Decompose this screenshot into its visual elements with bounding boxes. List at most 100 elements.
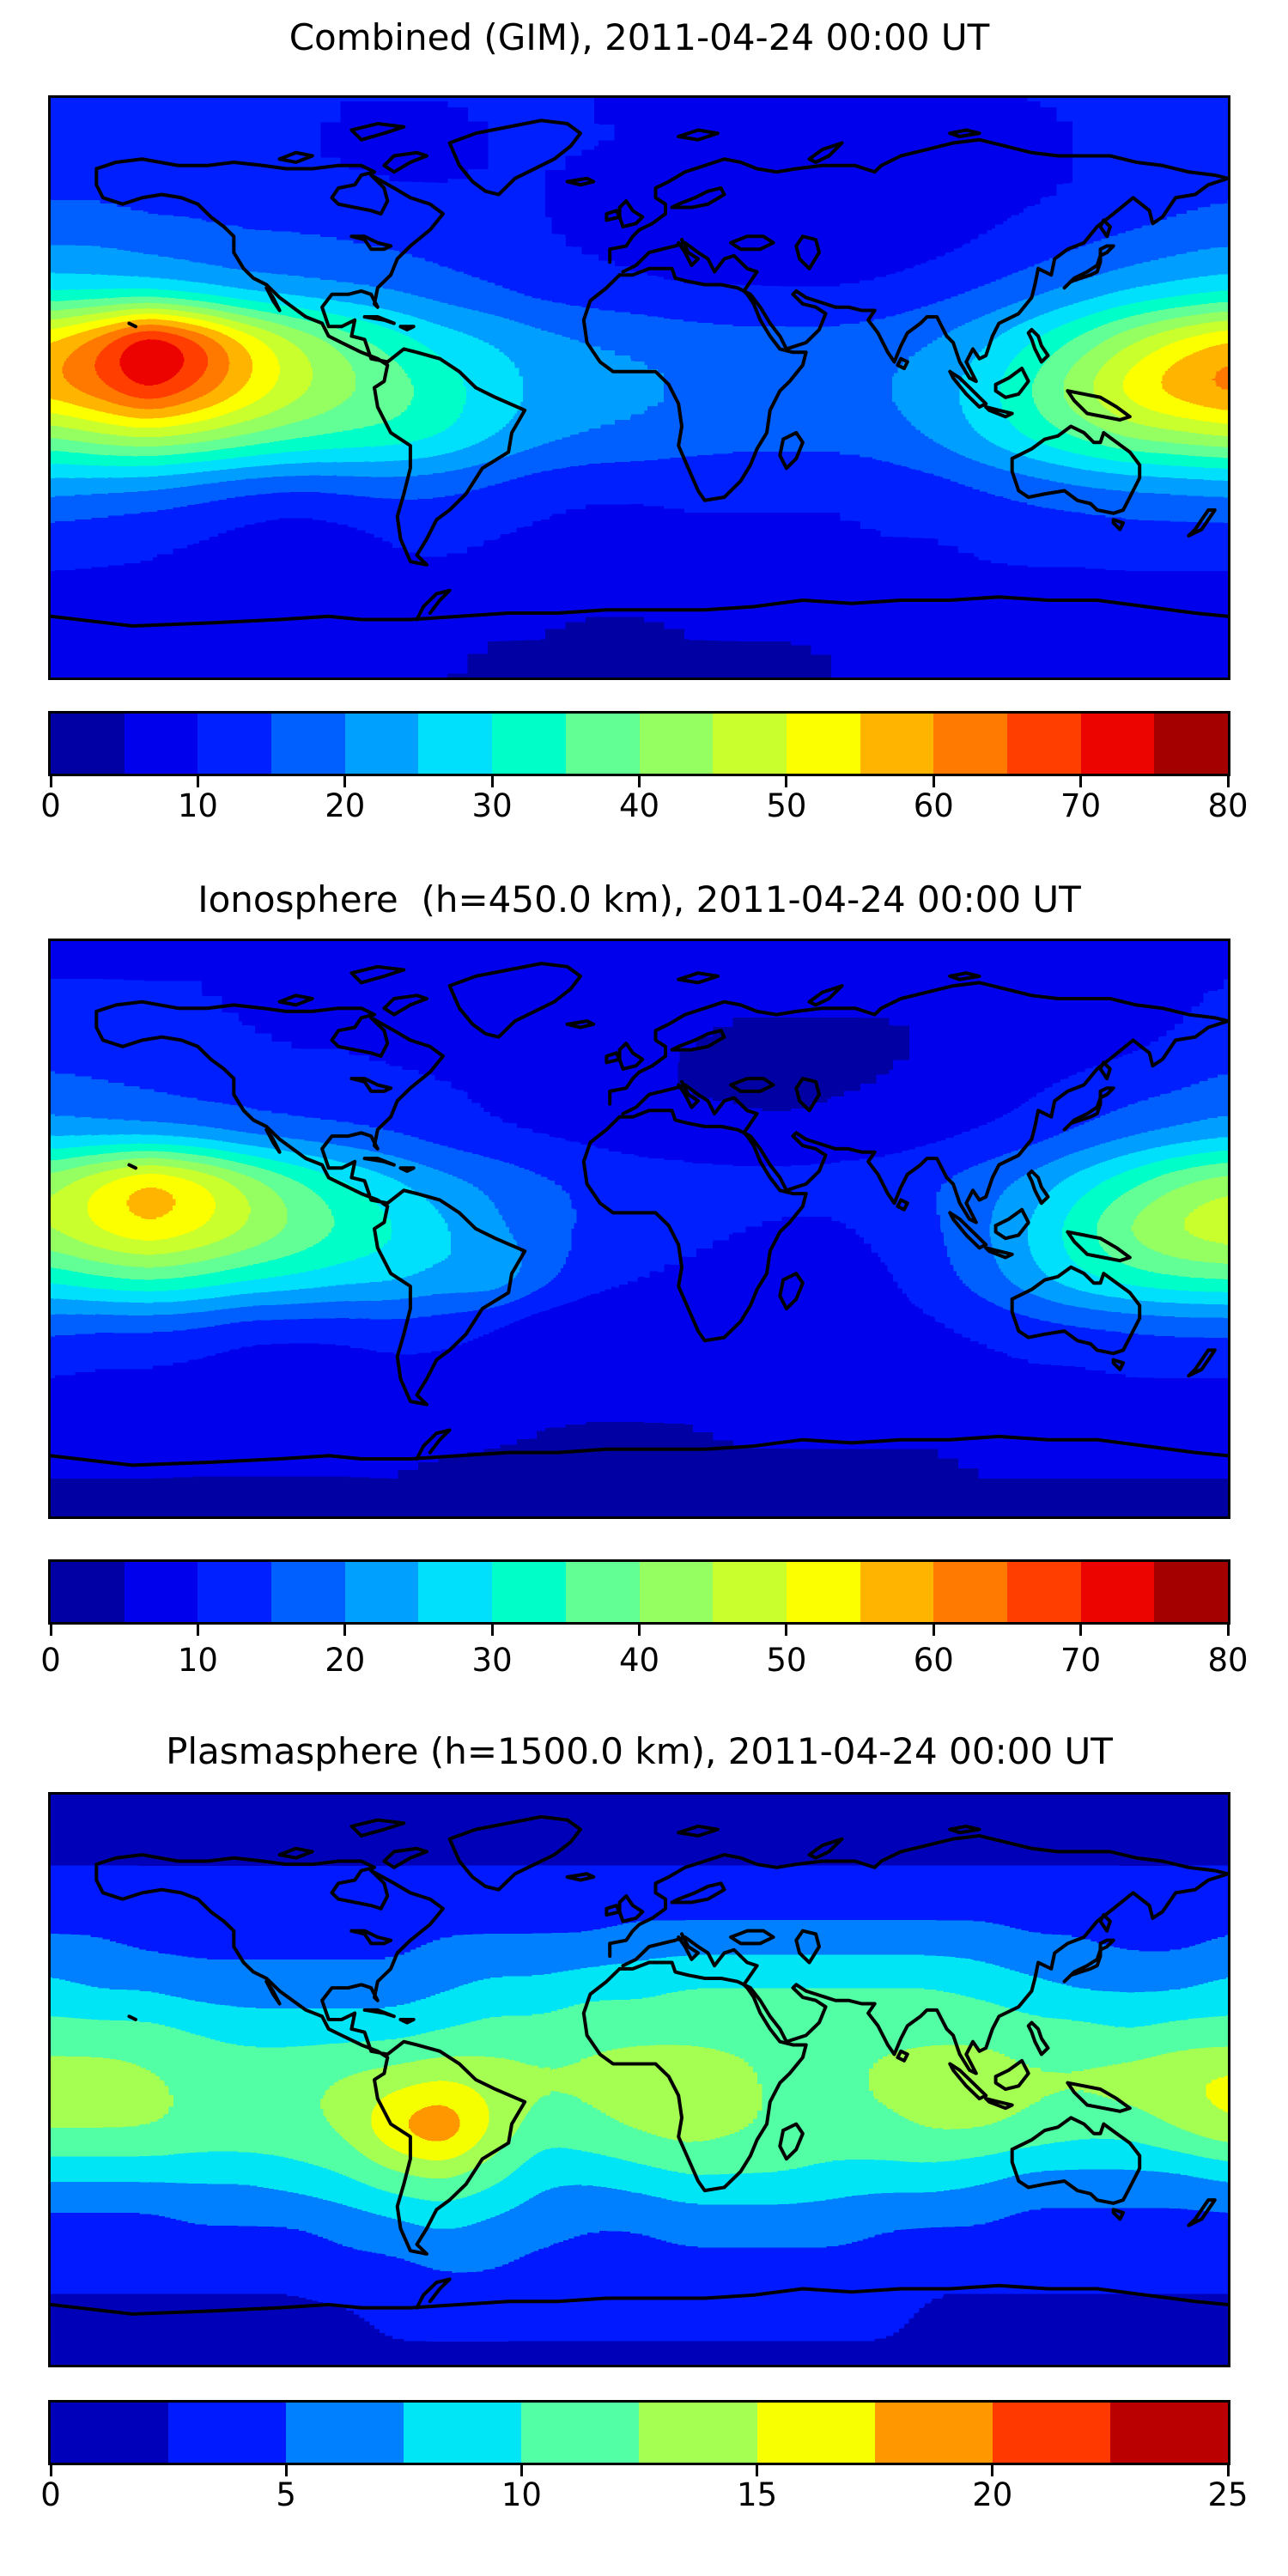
- colorbar-tick: [49, 1625, 52, 1636]
- colorbar-tick: [932, 776, 935, 787]
- colorbar-segment: [933, 1562, 1007, 1622]
- colorbar-segment: [786, 1562, 860, 1622]
- tec-field: [51, 98, 1228, 677]
- colorbar-tick: [196, 1625, 199, 1636]
- colorbar-combined: [48, 711, 1230, 776]
- colorbar-segment: [860, 714, 934, 774]
- map-canvas-combined: [51, 98, 1228, 677]
- colorbar-labels-ionosphere: 0 10 20 30 40 50 60 70 80: [40, 1642, 1248, 1679]
- colorbar-segment: [860, 1562, 934, 1622]
- colorbar-tick-label: 20: [325, 787, 366, 824]
- tec-field: [51, 941, 1228, 1516]
- colorbar-tick-label: 10: [501, 2476, 542, 2513]
- panel-title-plasmasphere: Plasmasphere (h=1500.0 km), 2011-04-24 0…: [166, 1730, 1113, 1772]
- panel-title-ionosphere: Ionosphere (h=450.0 km), 2011-04-24 00:0…: [197, 878, 1081, 920]
- tec-field: [51, 1795, 1228, 2365]
- colorbar-segment: [404, 2403, 522, 2463]
- colorbar-segment: [639, 2403, 757, 2463]
- colorbar-segment: [639, 714, 714, 774]
- colorbar-tick-label: 40: [618, 787, 660, 824]
- colorbar-segment: [492, 714, 566, 774]
- colorbar-tick-label: 50: [766, 787, 807, 824]
- colorbar-ticks-ionosphere: [49, 1625, 1230, 1637]
- colorbar-tick-label: 40: [618, 1642, 660, 1679]
- colorbar-segment: [756, 2403, 875, 2463]
- colorbar-tick: [490, 776, 494, 787]
- colorbar-tick: [519, 2465, 523, 2476]
- colorbar-tick-label: 60: [913, 787, 954, 824]
- colorbar-tick: [343, 776, 347, 787]
- colorbar-tick-label: 50: [766, 1642, 807, 1679]
- colorbar-segment: [933, 714, 1007, 774]
- colorbar-segment: [713, 714, 787, 774]
- colorbar-tick: [490, 1625, 494, 1636]
- colorbar-plasmasphere: [48, 2400, 1230, 2465]
- colorbar-segment: [271, 714, 345, 774]
- colorbar-tick: [284, 2465, 288, 2476]
- colorbar-tick: [756, 2465, 759, 2476]
- colorbar-ionosphere: [48, 1559, 1230, 1625]
- colorbar-tick-label: 5: [276, 2476, 296, 2513]
- colorbar-tick-label: 80: [1207, 787, 1249, 824]
- map-canvas-ionosphere: [51, 941, 1228, 1516]
- colorbar-tick: [49, 776, 52, 787]
- colorbar-segment: [197, 714, 272, 774]
- colorbar-tick-label: 70: [1060, 787, 1102, 824]
- colorbar-segment: [1154, 714, 1228, 774]
- colorbar-segment: [565, 714, 640, 774]
- colorbar-tick-label: 0: [40, 1642, 61, 1679]
- colorbar-segment: [124, 714, 198, 774]
- colorbar-segment: [492, 1562, 566, 1622]
- colorbar-tick-label: 25: [1207, 2476, 1249, 2513]
- colorbar-ticks-combined: [49, 776, 1230, 788]
- colorbar-segment: [168, 2403, 287, 2463]
- colorbar-tick: [991, 2465, 994, 2476]
- colorbar-tick: [343, 1625, 347, 1636]
- colorbar-labels-plasmasphere: 0 5 10 15 20 25: [40, 2476, 1248, 2513]
- colorbar-segment: [521, 2403, 640, 2463]
- map-ionosphere: [48, 939, 1230, 1519]
- colorbar-segment: [51, 1562, 125, 1622]
- map-plasmasphere: [48, 1792, 1230, 2367]
- colorbar-tick: [1079, 1625, 1083, 1636]
- colorbar-tick: [785, 776, 788, 787]
- colorbar-segment: [1080, 714, 1155, 774]
- colorbar-tick: [196, 776, 199, 787]
- colorbar-segment: [786, 714, 860, 774]
- colorbar-tick: [638, 1625, 641, 1636]
- colorbar-tick-label: 60: [913, 1642, 954, 1679]
- colorbar-tick-label: 15: [737, 2476, 778, 2513]
- colorbar-segment: [51, 714, 125, 774]
- colorbar-tick-label: 20: [325, 1642, 366, 1679]
- colorbar-tick: [1226, 2465, 1230, 2476]
- panel-title-combined: Combined (GIM), 2011-04-24 00:00 UT: [289, 16, 990, 58]
- colorbar-segment: [51, 2403, 169, 2463]
- colorbar-segment: [713, 1562, 787, 1622]
- colorbar-segment: [1109, 2403, 1228, 2463]
- colorbar-segment: [1006, 1562, 1081, 1622]
- coastlines: [51, 1814, 1228, 2316]
- colorbar-tick-label: 30: [471, 1642, 513, 1679]
- colorbar-tick-label: 80: [1207, 1642, 1249, 1679]
- colorbar-tick-label: 70: [1060, 1642, 1102, 1679]
- colorbar-tick: [1079, 776, 1083, 787]
- colorbar-tick: [49, 2465, 52, 2476]
- coastlines: [51, 962, 1228, 1467]
- colorbar-tick: [1226, 1625, 1230, 1636]
- colorbar-tick-label: 10: [177, 787, 218, 824]
- colorbar-segment: [639, 1562, 714, 1622]
- colorbar-segment: [271, 1562, 345, 1622]
- colorbar-segment: [418, 1562, 493, 1622]
- map-canvas-plasmasphere: [51, 1795, 1228, 2365]
- colorbar-segment: [1154, 1562, 1228, 1622]
- colorbar-segment: [1006, 714, 1081, 774]
- colorbar-segment: [565, 1562, 640, 1622]
- colorbar-segment: [197, 1562, 272, 1622]
- colorbar-segment: [286, 2403, 404, 2463]
- colorbar-segment: [992, 2403, 1110, 2463]
- map-combined: [48, 95, 1230, 680]
- coastlines: [51, 118, 1228, 628]
- colorbar-tick-label: 10: [177, 1642, 218, 1679]
- colorbar-tick-label: 30: [471, 787, 513, 824]
